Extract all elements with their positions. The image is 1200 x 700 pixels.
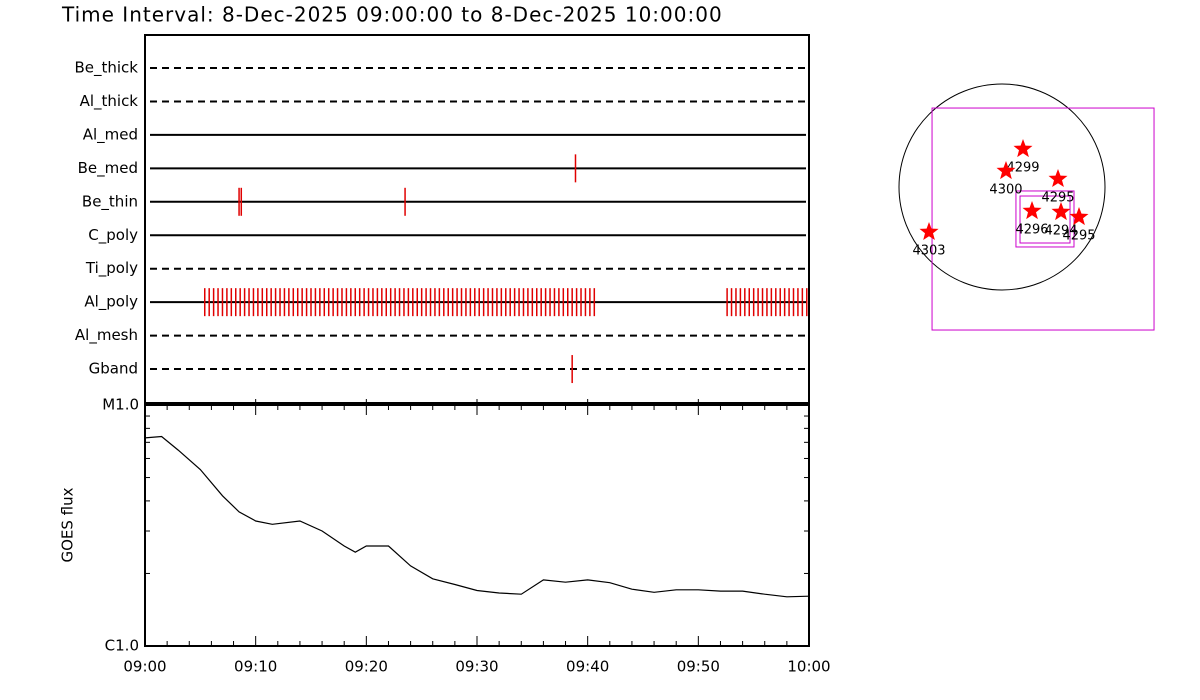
chart-title: Time Interval: 8-Dec-2025 09:00:00 to 8-… <box>61 3 723 27</box>
flux-line <box>144 435 810 598</box>
row-label: Be_med <box>78 159 138 178</box>
region-label: 4300 <box>989 183 1022 198</box>
y-tick-label: M1.0 <box>102 396 139 414</box>
row-label: Al_med <box>83 125 138 144</box>
solar-disk <box>898 83 1106 291</box>
row-label: C_poly <box>88 226 138 245</box>
x-tick-label: 09:30 <box>455 658 498 676</box>
region-star <box>1048 169 1068 187</box>
x-tick-label: 09:40 <box>566 658 609 676</box>
x-tick-label: 09:00 <box>123 658 166 676</box>
x-tick-label: 09:20 <box>345 658 388 676</box>
y-tick-label: C1.0 <box>105 637 139 655</box>
x-tick-label: 09:10 <box>234 658 277 676</box>
goes-frame <box>144 404 810 647</box>
row-label: Al_thick <box>80 92 139 111</box>
row-label: Al_mesh <box>75 326 138 345</box>
row-label: Be_thick <box>74 59 138 78</box>
y-axis-label: GOES flux <box>59 487 77 562</box>
region-star <box>996 161 1016 180</box>
region-label: 4303 <box>912 243 945 258</box>
region-star <box>919 222 939 240</box>
region-label: 4295 <box>1062 229 1095 244</box>
region-star <box>1051 202 1071 221</box>
region-label: 4299 <box>1006 161 1039 176</box>
region-label: 4296 <box>1015 223 1048 238</box>
region-star <box>1069 207 1089 226</box>
x-tick-label: 10:00 <box>787 658 830 676</box>
field-of-view <box>1019 195 1071 244</box>
timeline-frame <box>144 34 810 404</box>
field-of-view <box>1015 190 1075 248</box>
x-tick-label: 09:50 <box>677 658 720 676</box>
region-star <box>1013 139 1033 158</box>
region-label: 4294 <box>1044 223 1077 238</box>
region-label: 4295 <box>1041 190 1074 205</box>
row-label: Al_poly <box>84 293 138 312</box>
row-label: Be_thin <box>82 192 138 211</box>
field-of-view <box>931 107 1155 331</box>
row-label: Ti_poly <box>85 259 138 278</box>
row-label: Gband <box>89 360 138 378</box>
region-star <box>1022 201 1042 220</box>
